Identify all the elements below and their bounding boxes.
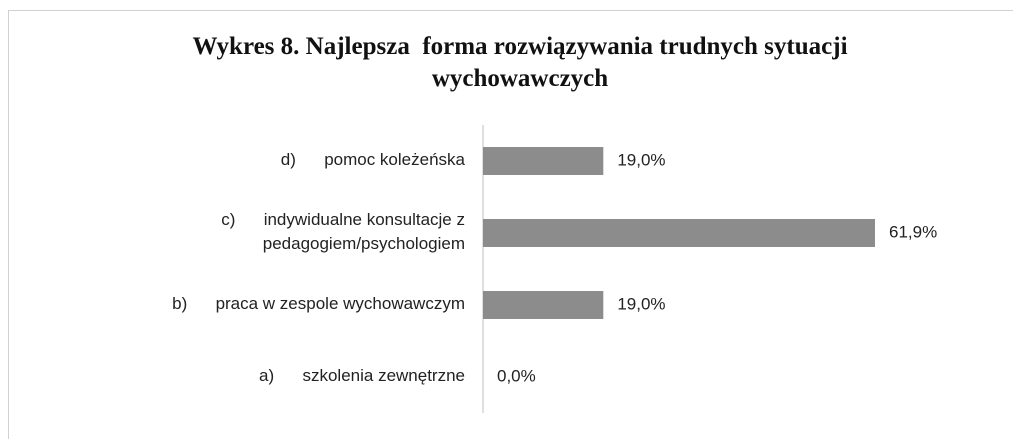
chart-title: Wykres 8. Najlepsza forma rozwiązywania … (192, 33, 847, 92)
y-tick-label: d) pomoc koleżeńska (281, 150, 466, 169)
y-tick-label: c) indywidualne konsultacje z pedagogiem/… (221, 210, 465, 253)
y-tick-label: a) szkolenia zewnętrzne (259, 366, 465, 385)
bar (483, 147, 604, 175)
bar (483, 219, 875, 247)
data-label: 0,0% (497, 366, 536, 385)
bar (483, 291, 604, 319)
y-tick-label: b) praca w zespole wychowawczym (172, 294, 465, 313)
data-label: 19,0% (617, 150, 665, 169)
data-label: 61,9% (889, 222, 937, 241)
chart-frame (8, 10, 1013, 439)
data-label: 19,0% (617, 294, 665, 313)
